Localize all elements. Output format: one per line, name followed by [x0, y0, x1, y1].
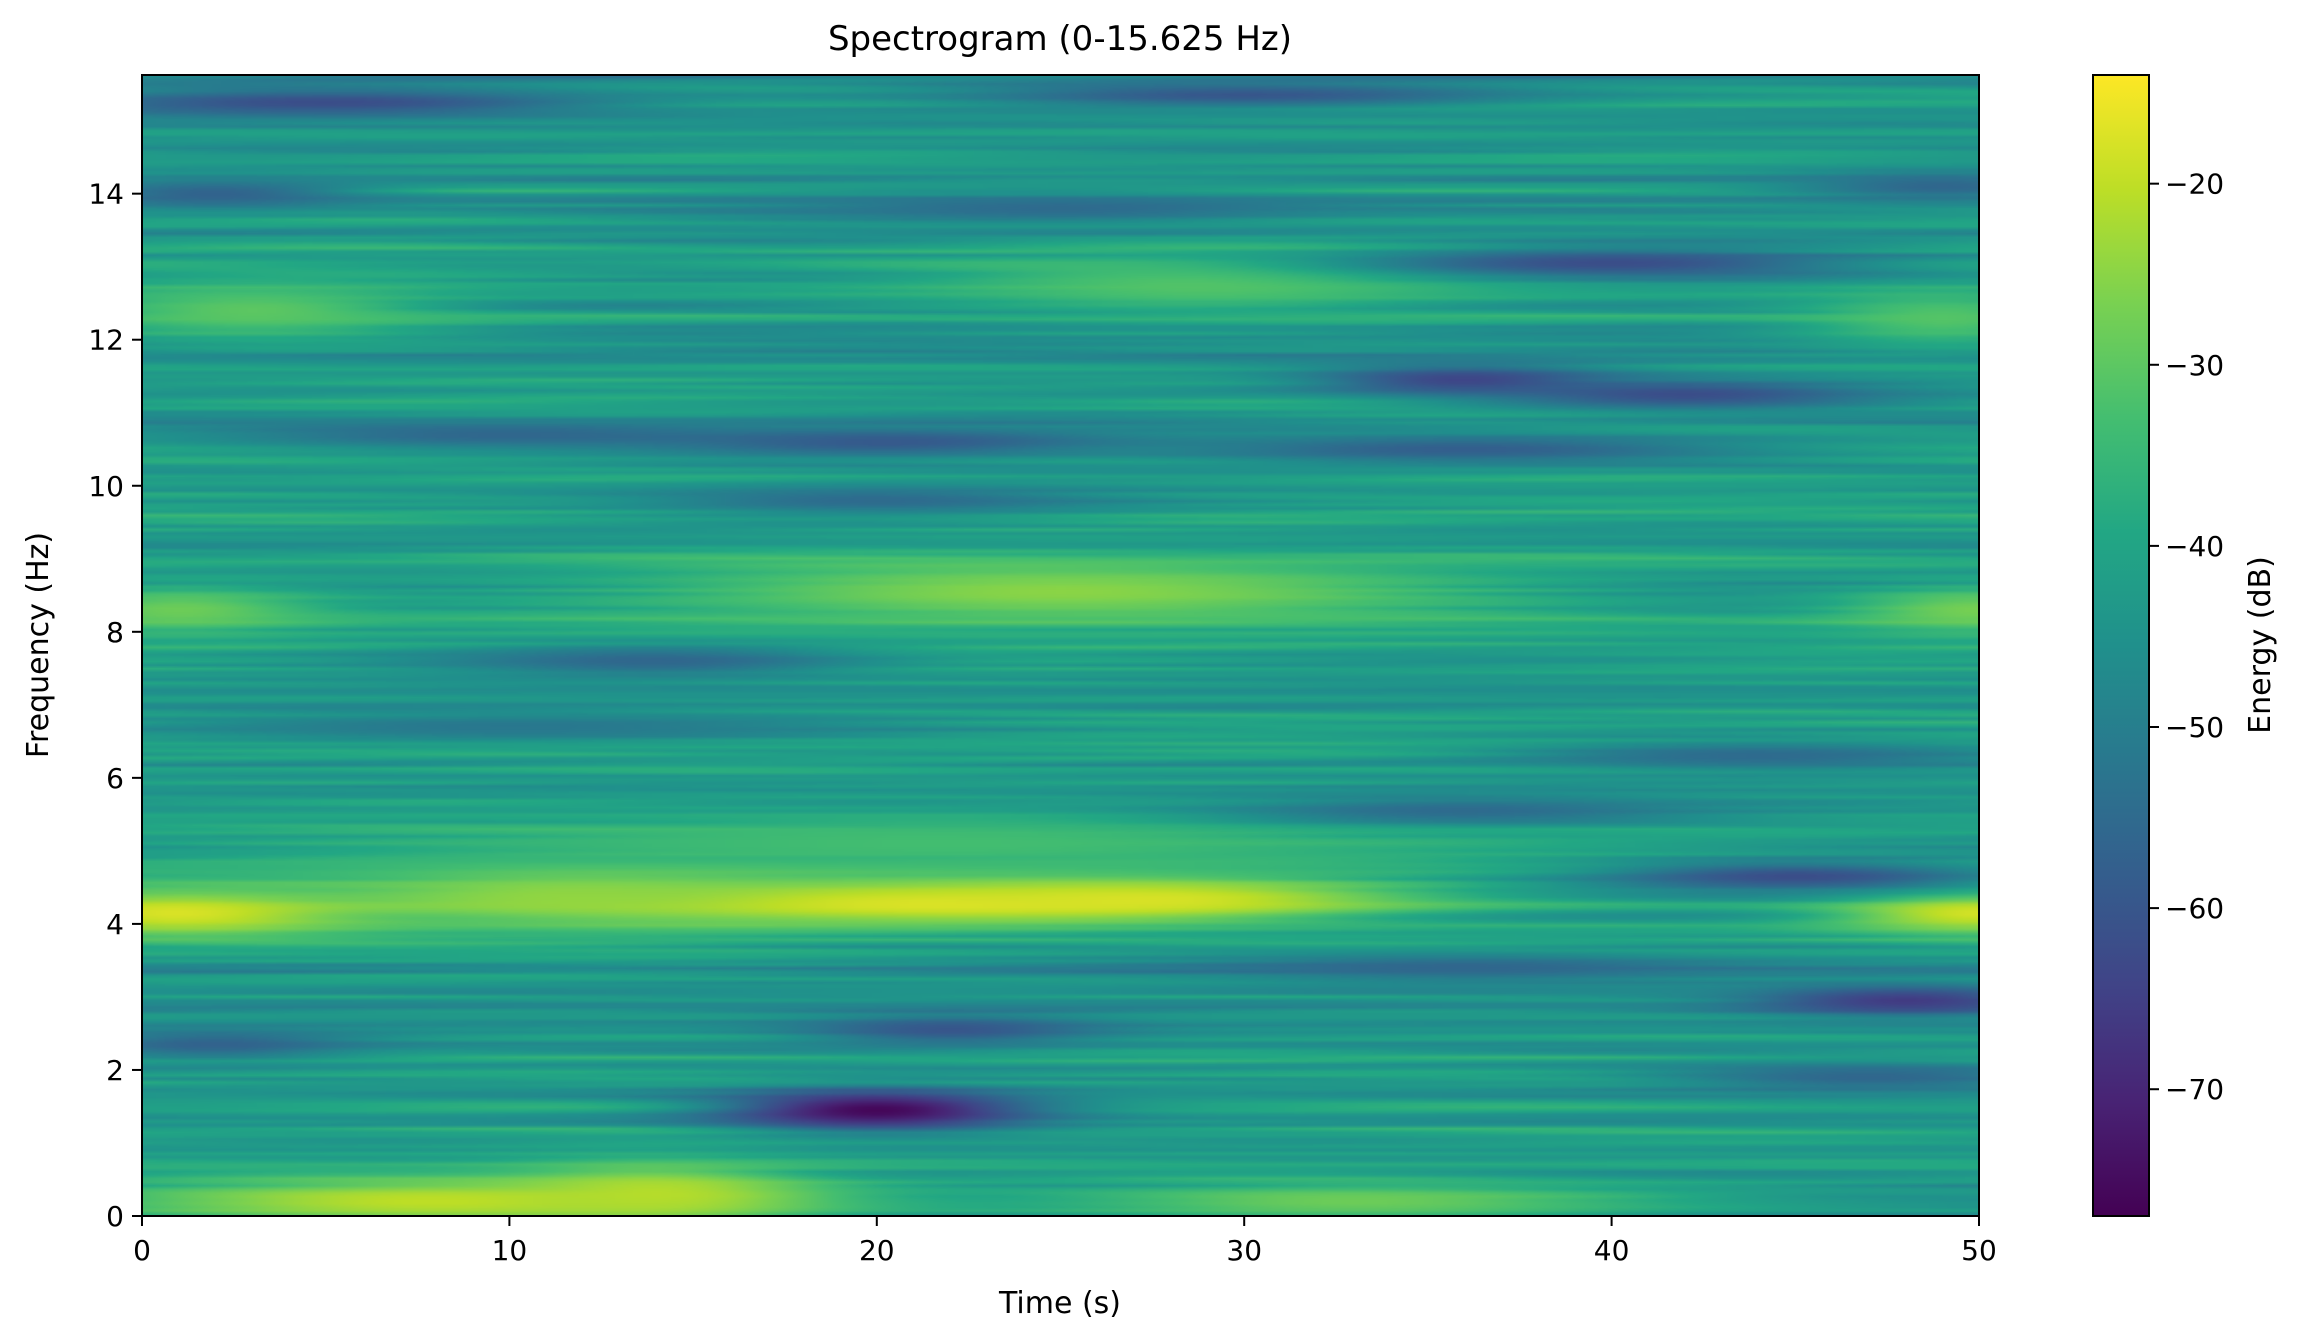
y-tick-label: 14 [88, 178, 124, 211]
x-tick-label: 50 [1961, 1234, 1997, 1267]
chart-title: Spectrogram (0-15.625 Hz) [828, 19, 1292, 59]
y-tick-label: 8 [106, 616, 124, 649]
y-tick-label: 6 [106, 762, 124, 795]
plot-area [142, 75, 1979, 1216]
x-axis-ticks: 0 10 20 30 40 50 [133, 1216, 1997, 1267]
x-tick-label: 0 [133, 1234, 151, 1267]
y-axis-label: Frequency (Hz) [21, 532, 56, 758]
y-tick-label: 4 [106, 908, 124, 941]
x-tick-label: 20 [859, 1234, 895, 1267]
heatmap-image [142, 75, 1979, 1216]
colorbar-tick-label: −30 [2165, 349, 2224, 382]
y-axis-ticks: 0 2 4 6 8 10 12 14 [88, 178, 142, 1233]
colorbar [2092, 74, 2150, 1217]
x-tick-label: 40 [1594, 1234, 1630, 1267]
colorbar-tick-label: −40 [2165, 530, 2224, 563]
y-tick-label: 10 [88, 470, 124, 503]
y-tick-label: 0 [106, 1200, 124, 1233]
colorbar-ticks: −20 −30 −40 −50 −60 −70 [2149, 168, 2224, 1106]
plot-frame [141, 74, 1980, 1217]
x-tick-label: 10 [492, 1234, 528, 1267]
y-tick-label: 12 [88, 324, 124, 357]
x-axis-label: Time (s) [998, 1286, 1121, 1321]
colorbar-tick-label: −70 [2165, 1073, 2224, 1106]
colorbar-label: Energy (dB) [2243, 556, 2278, 734]
colorbar-tick-label: −60 [2165, 892, 2224, 925]
x-tick-label: 30 [1226, 1234, 1262, 1267]
y-tick-label: 2 [106, 1054, 124, 1087]
colorbar-tick-label: −50 [2165, 711, 2224, 744]
colorbar-tick-label: −20 [2165, 168, 2224, 201]
